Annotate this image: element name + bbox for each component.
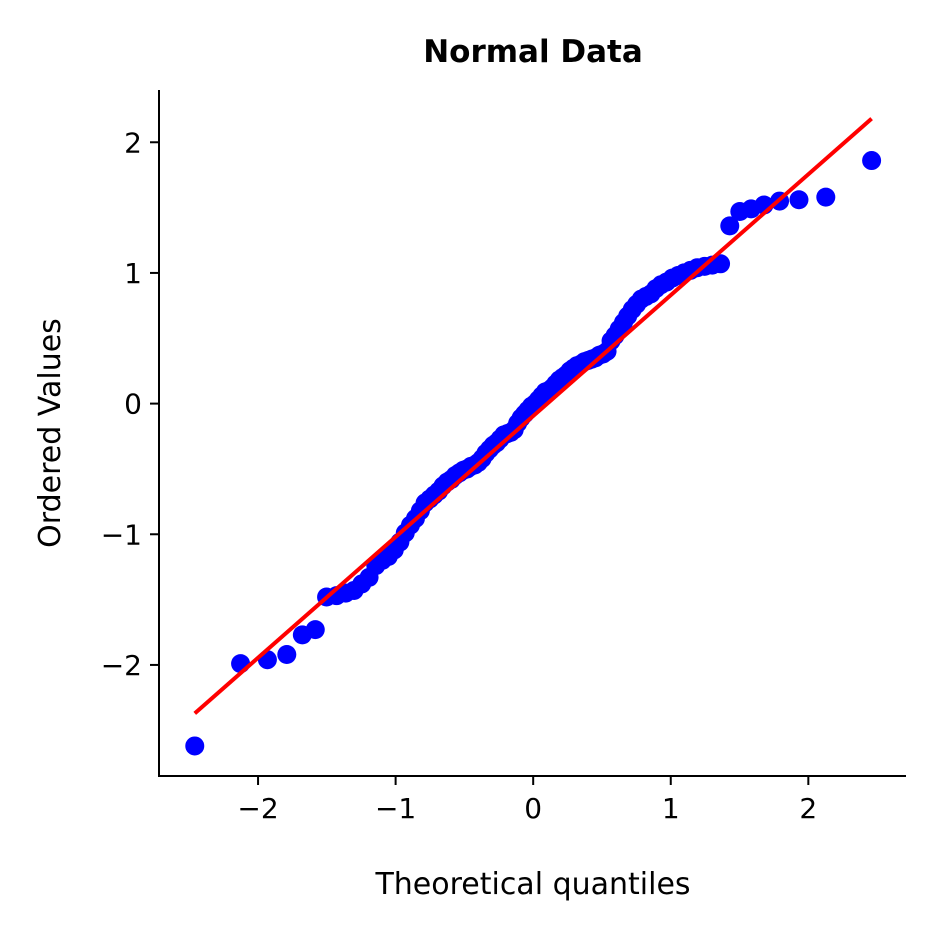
data-point — [277, 644, 297, 664]
data-point — [816, 187, 836, 207]
x-tick-label: 2 — [799, 792, 817, 825]
data-point — [305, 620, 325, 640]
y-tick-label: 1 — [124, 257, 142, 290]
data-point — [789, 190, 809, 210]
y-tick-label: −1 — [101, 518, 142, 551]
x-tick-label: −1 — [375, 792, 416, 825]
data-point — [231, 654, 251, 674]
y-tick-label: 2 — [124, 126, 142, 159]
data-point — [185, 736, 205, 756]
data-point — [862, 151, 882, 171]
x-tick-label: 0 — [524, 792, 542, 825]
y-tick-label: −2 — [101, 649, 142, 682]
y-tick-label: 0 — [124, 388, 142, 421]
data-point — [720, 216, 740, 236]
plot-area — [185, 117, 882, 756]
y-axis-ticks: −2 −1 0 1 2 — [101, 126, 159, 682]
chart-title: Normal Data — [423, 34, 643, 70]
data-point — [711, 254, 731, 274]
x-tick-label: −2 — [237, 792, 278, 825]
x-axis-label: Theoretical quantiles — [374, 867, 690, 902]
fit-line — [193, 117, 873, 715]
x-axis-ticks: −2 −1 0 1 2 — [237, 776, 817, 825]
y-axis-label: Ordered Values — [33, 318, 68, 548]
x-tick-label: 1 — [662, 792, 680, 825]
